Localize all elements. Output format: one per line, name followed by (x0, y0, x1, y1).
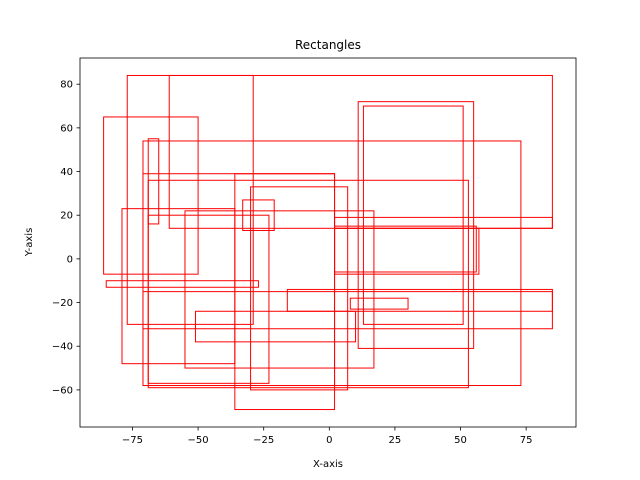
rectangle-15 (147, 214, 270, 384)
x-tick-label: −75 (122, 435, 143, 446)
x-axis-ticks: −75 −50 −25 0 25 50 75 (122, 427, 533, 446)
rectangle-22 (194, 310, 357, 343)
x-tick-label: 50 (454, 435, 467, 446)
rectangles-layer (103, 74, 553, 411)
y-tick-label: 40 (60, 167, 73, 178)
rectangle-5 (103, 116, 199, 275)
x-tick-label: −50 (188, 435, 209, 446)
rectangle-23 (142, 291, 553, 330)
y-tick-label: −20 (52, 298, 73, 309)
y-tick-label: 80 (60, 80, 73, 91)
y-tick-label: −40 (52, 342, 73, 353)
y-tick-label: 60 (60, 123, 73, 134)
y-tick-label: −60 (52, 385, 73, 396)
x-tick-label: 75 (520, 435, 533, 446)
x-tick-label: 0 (326, 435, 332, 446)
rectangle-13 (250, 186, 349, 391)
y-tick-label: 20 (60, 211, 73, 222)
x-tick-label: 25 (389, 435, 402, 446)
rectangle-20 (105, 280, 259, 288)
y-tick-label: 0 (67, 254, 73, 265)
x-axis-label: X-axis (313, 459, 343, 470)
plot-area-frame (79, 57, 577, 428)
y-axis-label: Y-axis (24, 228, 35, 258)
rectangle-3 (357, 101, 475, 349)
rectangle-21 (349, 297, 409, 310)
chart-title: Rectangles (295, 38, 361, 52)
rectangle-4 (362, 105, 464, 325)
y-axis-ticks: −60 −40 −20 0 20 40 60 80 (52, 80, 80, 396)
rectangle-18 (334, 216, 553, 229)
x-tick-label: −25 (253, 435, 274, 446)
